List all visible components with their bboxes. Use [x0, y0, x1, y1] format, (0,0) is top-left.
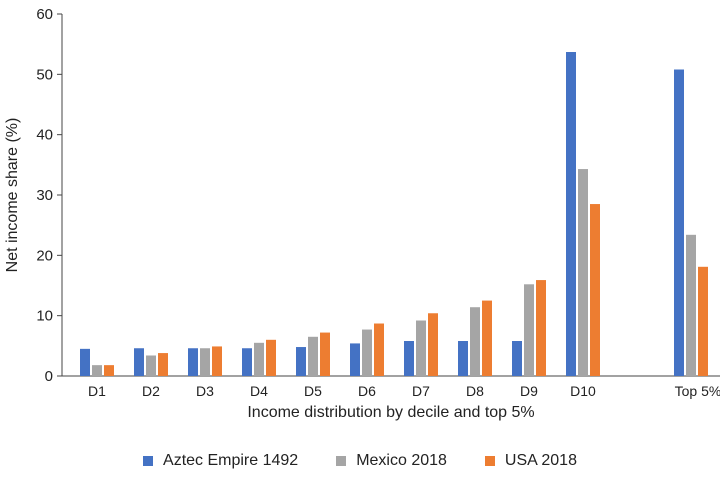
- bar-aztec-empire-1492: [404, 341, 414, 376]
- bar-mexico-2018: [308, 336, 318, 376]
- bar-aztec-empire-1492: [242, 348, 252, 376]
- legend-label: USA 2018: [504, 452, 577, 469]
- y-tick-label: 0: [45, 368, 53, 385]
- bar-usa-2018: [320, 332, 330, 376]
- y-tick-label: 60: [36, 6, 53, 23]
- x-tick-label: D3: [196, 383, 214, 399]
- bar-usa-2018: [428, 313, 438, 376]
- bar-aztec-empire-1492: [296, 347, 306, 376]
- bar-usa-2018: [212, 346, 222, 376]
- bar-aztec-empire-1492: [458, 341, 468, 376]
- x-tick-label: Top 5%: [675, 383, 720, 399]
- legend-swatch: [336, 456, 347, 466]
- x-tick-label: D5: [304, 383, 322, 399]
- legend-item: USA 2018: [484, 452, 577, 470]
- bar-usa-2018: [104, 365, 114, 376]
- bar-aztec-empire-1492: [350, 343, 360, 376]
- y-tick-label: 50: [36, 66, 53, 83]
- y-axis-label: Net income share (%): [4, 118, 21, 273]
- bar-mexico-2018: [254, 342, 264, 376]
- bar-chart: 0 10 20 30 40 50 60 Net income share (%) Income …: [4, 6, 720, 421]
- bar-aztec-empire-1492: [674, 69, 684, 377]
- bar-mexico-2018: [470, 307, 480, 376]
- bar-usa-2018: [590, 204, 600, 376]
- bar-usa-2018: [374, 323, 384, 376]
- bar-mexico-2018: [362, 329, 372, 376]
- bar-aztec-empire-1492: [134, 348, 144, 376]
- bar-aztec-empire-1492: [512, 341, 522, 376]
- bar-usa-2018: [698, 266, 708, 376]
- y-tick-label: 20: [36, 247, 53, 264]
- y-tick-label: 30: [36, 187, 53, 204]
- bar-usa-2018: [482, 300, 492, 376]
- legend-label: Aztec Empire 1492: [163, 452, 299, 469]
- bar-usa-2018: [158, 353, 168, 376]
- bar-aztec-empire-1492: [80, 348, 90, 376]
- legend: Aztec Empire 1492 Mexico 2018 USA 2018: [0, 452, 720, 470]
- x-tick-label: D1: [88, 383, 106, 399]
- x-tick-label: D4: [250, 383, 268, 399]
- bar-aztec-empire-1492: [566, 52, 576, 376]
- legend-item: Aztec Empire 1492: [143, 452, 298, 470]
- bar-mexico-2018: [146, 355, 156, 376]
- legend-swatch: [143, 456, 154, 466]
- x-tick-label: D6: [358, 383, 376, 399]
- x-tick-label: D2: [142, 383, 160, 399]
- legend-swatch: [484, 456, 495, 466]
- x-tick-label: D10: [570, 383, 596, 399]
- x-tick-label: D9: [520, 383, 538, 399]
- bar-aztec-empire-1492: [188, 348, 198, 376]
- x-tick-label: D8: [466, 383, 484, 399]
- x-tick-label: D7: [412, 383, 430, 399]
- y-tick-label: 40: [36, 127, 53, 144]
- legend-label: Mexico 2018: [356, 452, 447, 469]
- legend-item: Mexico 2018: [336, 452, 447, 470]
- bar-mexico-2018: [578, 169, 588, 376]
- bar-mexico-2018: [200, 348, 210, 376]
- bar-usa-2018: [266, 339, 276, 376]
- y-tick-label: 10: [36, 308, 53, 325]
- bar-usa-2018: [536, 280, 546, 376]
- bar-mexico-2018: [416, 320, 426, 376]
- bar-mexico-2018: [686, 234, 696, 376]
- bar-mexico-2018: [524, 284, 534, 376]
- bar-mexico-2018: [92, 365, 102, 376]
- x-axis-label: Income distribution by decile and top 5%: [247, 404, 534, 421]
